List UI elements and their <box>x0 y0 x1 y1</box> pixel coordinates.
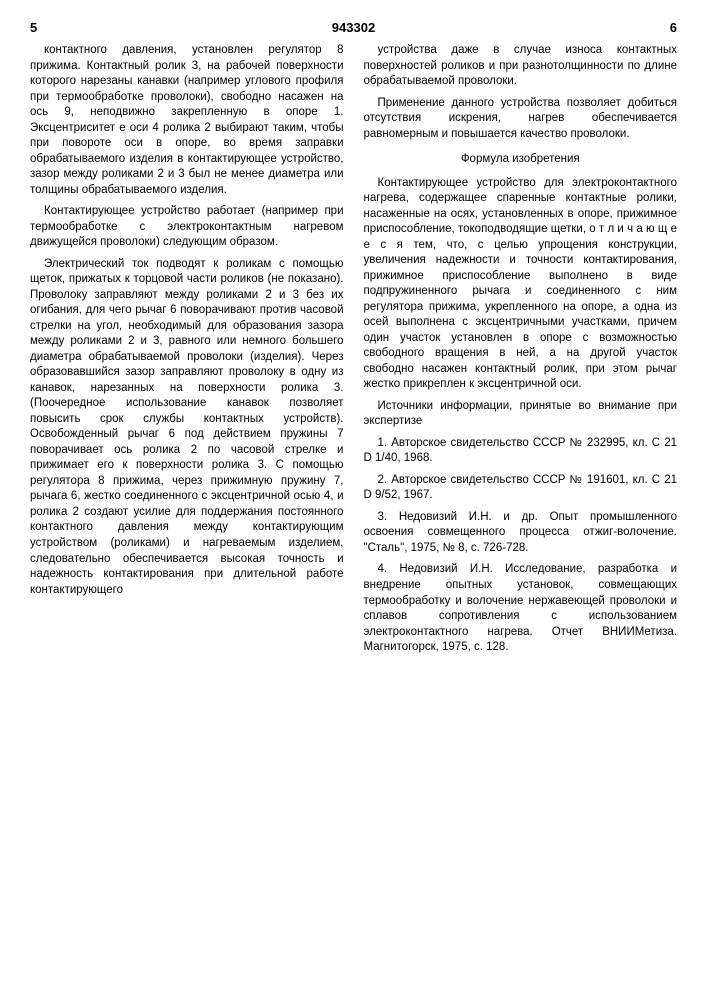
paragraph: контактного давления, установлен регулят… <box>30 43 344 198</box>
reference-item: 4. Недовизий И.Н. Исследование, разработ… <box>364 562 678 655</box>
paragraph: Применение данного устройства позволяет … <box>364 96 678 143</box>
left-column: контактного давления, установлен регулят… <box>30 43 344 662</box>
document-page: 5 943302 6 контактного давления, установ… <box>0 0 707 682</box>
paragraph: устройства даже в случае износа контактн… <box>364 43 678 90</box>
paragraph: Контактирующее устройство для электрокон… <box>364 176 678 393</box>
text-columns: контактного давления, установлен регулят… <box>30 43 677 662</box>
right-column: устройства даже в случае износа контактн… <box>364 43 678 662</box>
reference-item: 2. Авторское свидетельство СССР № 191601… <box>364 473 678 504</box>
page-number-right: 6 <box>670 20 677 35</box>
sources-title: Источники информации, принятые во вниман… <box>364 399 678 430</box>
page-number-left: 5 <box>30 20 37 35</box>
patent-number: 943302 <box>332 20 375 35</box>
reference-item: 3. Недовизий И.Н. и др. Опыт промышленно… <box>364 510 678 557</box>
page-header: 5 943302 6 <box>30 20 677 35</box>
paragraph: Контактирующее устройство работает (напр… <box>30 204 344 251</box>
reference-item: 1. Авторское свидетельство СССР № 232995… <box>364 436 678 467</box>
paragraph: Электрический ток подводят к роликам с п… <box>30 257 344 598</box>
formula-title: Формула изобретения <box>364 152 678 168</box>
